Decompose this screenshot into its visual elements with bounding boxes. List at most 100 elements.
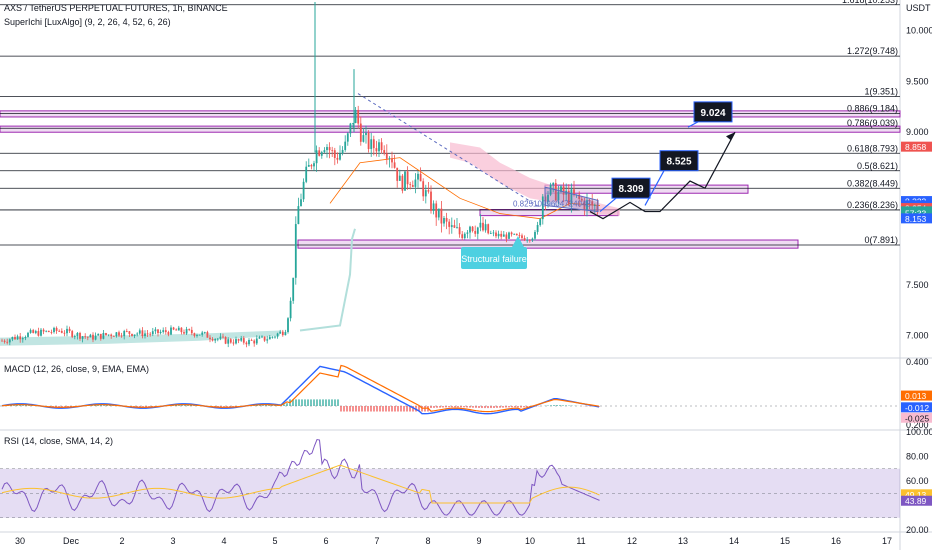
candle-body: [279, 331, 282, 334]
candle-body: [331, 150, 334, 151]
candle-body: [185, 329, 188, 334]
candle-body: [120, 335, 123, 337]
candle-body: [214, 339, 217, 341]
price-tag-text-0: 8.858: [905, 142, 927, 152]
symbol-title[interactable]: AXS / TetherUS PERPETUAL FUTURES, 1h, BI…: [4, 3, 228, 13]
candle-body: [510, 232, 513, 235]
price-tag-0[interactable]: [901, 141, 932, 152]
candle-body: [370, 139, 373, 149]
candle-body: [136, 333, 139, 335]
candle-body: [302, 181, 305, 200]
candle-body: [463, 233, 466, 239]
candle-body: [346, 133, 349, 142]
time-scale[interactable]: 30 Dec 2 3 4 5 6 7 8 9 10 11 12 13 14 15 16 17: [15, 536, 892, 546]
macd-legend[interactable]: MACD (12, 26, close, 9, EMA, EMA): [4, 364, 149, 374]
macd-tag-0[interactable]: [901, 390, 932, 401]
candle-body: [474, 230, 477, 234]
candle-body: [81, 336, 84, 339]
price-scale[interactable]: 10.0009.5009.0007.5007.0008.8588.3238.28…: [901, 26, 932, 535]
projection-arrowhead: [726, 132, 735, 141]
candle-body: [55, 327, 58, 331]
candle-body: [42, 329, 45, 332]
macd-tag-text-1: -0.012: [905, 403, 929, 413]
fib-label-4: 0.786(9.039): [847, 118, 898, 128]
candle-body: [310, 164, 313, 167]
candle-body: [138, 330, 141, 334]
candlestick-series: [1, 2, 599, 348]
trend-drawings[interactable]: 0.8251099604724048 8.309 8.525 9.024: [357, 93, 736, 220]
candle-body: [258, 337, 261, 339]
ichimoku-cloud: [0, 142, 620, 346]
candle-body: [115, 332, 118, 337]
flag-pattern[interactable]: [544, 186, 599, 213]
candle-body: [427, 190, 430, 192]
candle-body: [131, 333, 133, 336]
candle-body: [554, 182, 557, 201]
candle-body: [419, 173, 422, 182]
target-pointer-2: [687, 121, 699, 128]
fib-label-3: 0.886(9.184): [847, 104, 898, 114]
candle-body: [14, 336, 16, 340]
candle-body: [502, 234, 505, 237]
candle-body: [521, 235, 523, 238]
candle-body: [162, 330, 165, 332]
candle-body: [232, 342, 235, 344]
candle-body: [263, 336, 266, 341]
structural-failure-callout[interactable]: Structural failure: [461, 236, 527, 269]
candle-body: [489, 233, 492, 234]
candle-body: [495, 232, 497, 237]
candle-body: [118, 332, 120, 336]
candle-body: [86, 336, 89, 338]
candle-body: [164, 330, 167, 333]
candle-body: [320, 152, 323, 156]
price-tag-6[interactable]: [901, 208, 932, 219]
target-box-0[interactable]: [611, 177, 651, 199]
price-tag-7[interactable]: [901, 213, 932, 224]
rsi-tag-0[interactable]: [901, 489, 932, 500]
time-tick-8: 8: [425, 536, 430, 546]
zone-1[interactable]: [0, 125, 901, 133]
candle-body: [541, 196, 544, 220]
cloud-edge-line: [299, 228, 356, 332]
target-box-1[interactable]: [659, 150, 699, 172]
candle-body: [211, 339, 214, 341]
candle-body: [261, 336, 263, 338]
candle-body: [471, 226, 474, 231]
projection-path[interactable]: [589, 131, 736, 220]
target-box-2[interactable]: [693, 101, 733, 123]
candle-body: [422, 181, 425, 197]
price-scale-label-4: 7.000: [906, 331, 929, 341]
candle-body: [417, 173, 419, 180]
candle-body: [547, 194, 549, 202]
rsi-scale-label-1: 80.00: [906, 452, 929, 462]
candle-body: [193, 333, 196, 336]
candle-body: [21, 338, 24, 340]
candle-body: [435, 203, 438, 218]
candle-body: [66, 328, 68, 334]
price-scale-label-0: 10.000: [906, 26, 932, 36]
candle-body: [24, 336, 27, 339]
indicator-legend[interactable]: SuperIchi [LuxAlgo] (9, 2, 26, 4, 52, 6,…: [4, 17, 171, 27]
candle-body: [458, 227, 461, 235]
currency-label[interactable]: USDT: [906, 3, 931, 13]
candle-body: [175, 329, 178, 331]
candle-body: [323, 150, 326, 153]
macd-tag-1[interactable]: [901, 402, 932, 413]
candle-body: [570, 189, 573, 204]
candle-body: [432, 203, 435, 211]
candle-body: [333, 150, 336, 158]
zone-0[interactable]: [0, 110, 901, 118]
candle-body: [359, 123, 362, 142]
candle-body: [453, 225, 456, 228]
macd-tag-2[interactable]: [901, 412, 932, 423]
candle-body: [50, 332, 53, 333]
time-tick-3: 3: [170, 536, 175, 546]
candle-body: [219, 336, 222, 339]
rsi-tag-1[interactable]: [901, 495, 932, 506]
candle-body: [557, 191, 560, 201]
rsi-legend[interactable]: RSI (14, close, SMA, 14, 2): [4, 436, 113, 446]
candle-body: [411, 185, 414, 187]
fibonacci-retracement[interactable]: 1.618(10.253) 1.272(9.748) 1(9.351) 0.886(9…: [0, 0, 900, 246]
zone-4[interactable]: [297, 239, 799, 249]
